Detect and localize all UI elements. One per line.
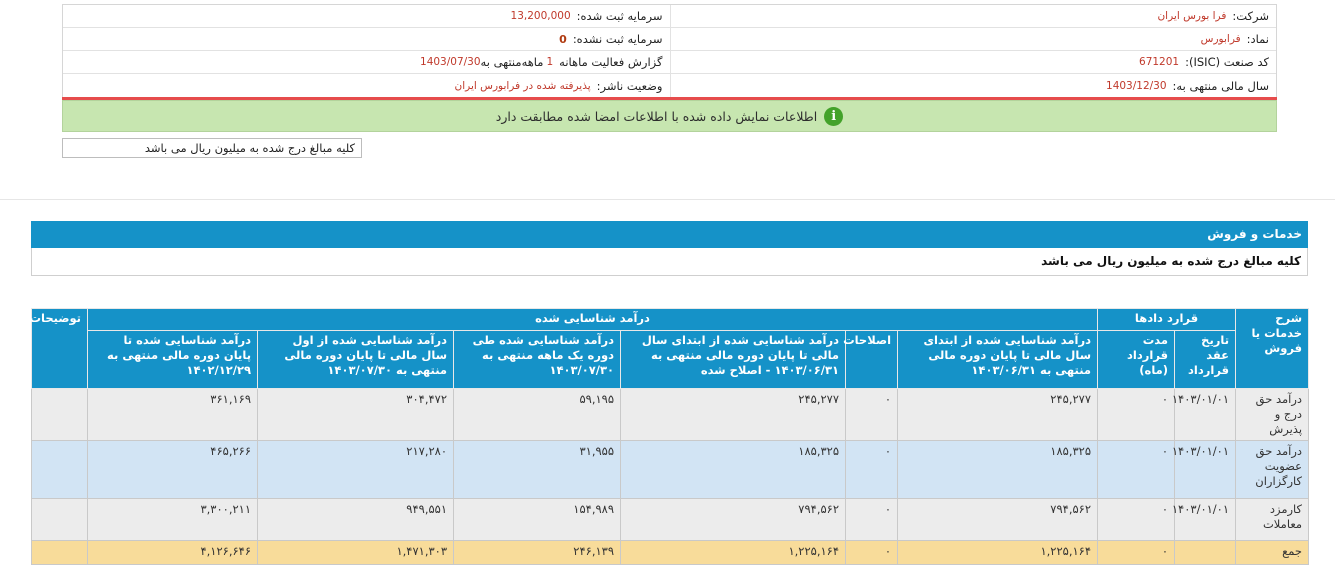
services-sales-table: شرح خدمات یا فروش قرارد دادها درآمد شناس… (30, 308, 1310, 565)
fiscal-year-cell: سال مالی منتهی به: 1403/12/30 (669, 74, 1277, 97)
cell-income-corrected: ۷۹۴,۵۶۲ (620, 498, 847, 541)
header-income-prev-year: درآمد شناسایی شده تا پایان دوره مالی منت… (86, 330, 259, 389)
cell-total-corrections: ۰ (845, 540, 899, 565)
report-cell: گزارش فعالیت ماهانه 1 ماهه منتهی به 1403… (63, 51, 670, 73)
cell-notes (31, 388, 88, 441)
registered-capital-cell: سرمایه ثبت شده: 13,200,000 (63, 5, 670, 27)
units-note-box: کلیه مبالغ درج شده به میلیون ریال می باش… (62, 138, 362, 158)
cell-service: درآمد حق درج و پذیرش (1235, 388, 1310, 441)
report-months: 1 (546, 56, 554, 68)
isic-value: 671201 (1139, 56, 1180, 68)
header-income-one-month: درآمد شناسایی شده طی دوره یک ماهه منتهی … (453, 330, 622, 389)
company-label: شرکت: (1232, 9, 1269, 23)
table-row: درآمد حق درج و پذیرش ۱۴۰۳/۰۱/۰۱ ۰ ۲۴۵,۲۷… (31, 388, 1310, 441)
report-label: گزارش فعالیت ماهانه (559, 55, 663, 69)
section-title: خدمات و فروش (31, 221, 1308, 248)
symbol-value[interactable]: فرابورس (1200, 33, 1241, 45)
cell-total-income-ytd: ۱,۴۷۱,۳۰۳ (257, 540, 455, 565)
report-ending: منتهی به (480, 55, 522, 69)
header-corrections: اصلاحات (843, 330, 899, 389)
fiscal-year-value: 1403/12/30 (1106, 79, 1167, 92)
cell-income-corrected: ۱۸۵,۳۲۵ (620, 440, 847, 499)
cell-income-to-0631: ۱۸۵,۳۲۵ (897, 440, 1099, 499)
cell-income-ytd: ۹۴۹,۵۵۱ (257, 498, 455, 541)
verification-notice-text: اطلاعات نمایش داده شده با اطلاعات امضا ش… (495, 108, 818, 124)
unregistered-capital-value: 0 (559, 32, 567, 46)
info-icon: i (824, 106, 844, 126)
cell-contract-date: ۱۴۰۳/۰۱/۰۱ (1172, 388, 1237, 441)
cell-contract-date: ۱۴۰۳/۰۱/۰۱ (1172, 440, 1237, 499)
cell-service: کارمزد معاملات (1235, 498, 1310, 541)
cell-total-contract-date (1174, 540, 1237, 565)
cell-total-income-corrected: ۱,۲۲۵,۱۶۴ (620, 540, 847, 565)
header-income-corrected: درآمد شناسایی شده از ابتدای سال مالی تا … (620, 330, 847, 389)
cell-income-ytd: ۳۰۴,۴۷۲ (257, 388, 455, 441)
report-mid: ماهه (521, 55, 544, 69)
report-date: 1403/07/30 (420, 56, 481, 68)
section-units-note: کلیه مبالغ درج شده به میلیون ریال می باش… (31, 248, 1308, 276)
header-contract-duration: مدت قرارداد (ماه) (1097, 330, 1176, 389)
cell-duration: ۰ (1097, 498, 1176, 541)
table-row: کارمزد معاملات ۱۴۰۳/۰۱/۰۱ ۰ ۷۹۴,۵۶۲ ۰ ۷۹… (31, 498, 1310, 541)
table-row: درآمد حق عضویت کارگزاران ۱۴۰۳/۰۱/۰۱ ۰ ۱۸… (31, 440, 1310, 499)
cell-income-prev-year: ۳۶۱,۱۶۹ (86, 388, 259, 441)
info-row-2: سرمایه ثبت نشده: 0 نماد: فرابورس (63, 28, 1276, 51)
info-row-4: وضعیت ناشر: پذیرفته شده در فرابورس ایران… (63, 74, 1276, 97)
cell-income-prev-year: ۳,۳۰۰,۲۱۱ (86, 498, 259, 541)
cell-corrections: ۰ (845, 440, 899, 499)
cell-total-notes (31, 540, 88, 565)
cell-total-income-to-0631: ۱,۲۲۵,۱۶۴ (897, 540, 1099, 565)
cell-service: درآمد حق عضویت کارگزاران (1235, 440, 1310, 499)
company-value[interactable]: فرا بورس ایران (1157, 10, 1227, 22)
fiscal-year-label: سال مالی منتهی به: (1172, 78, 1269, 93)
header-contracts: قرارد دادها (1097, 308, 1237, 331)
cell-duration: ۰ (1097, 388, 1176, 441)
isic-cell: کد صنعت (ISIC): 671201 (669, 51, 1277, 73)
table-header-row-2: تاریخ عقد قرارداد مدت قرارداد (ماه) درآم… (32, 330, 1309, 389)
cell-duration: ۰ (1097, 440, 1176, 499)
cell-income-one-month: ۳۱,۹۵۵ (453, 440, 622, 499)
cell-income-to-0631: ۷۹۴,۵۶۲ (897, 498, 1099, 541)
cell-corrections: ۰ (845, 498, 899, 541)
header-recognized-income: درآمد شناسایی شده (86, 308, 1099, 331)
page-divider (0, 199, 1335, 200)
registered-capital-label: سرمایه ثبت شده: (576, 9, 663, 23)
cell-income-one-month: ۱۵۴,۹۸۹ (453, 498, 622, 541)
table-header-row-1: شرح خدمات یا فروش قرارد دادها درآمد شناس… (30, 308, 1310, 389)
company-cell: شرکت: فرا بورس ایران (669, 5, 1277, 27)
cell-contract-date: ۱۴۰۳/۰۱/۰۱ (1172, 498, 1237, 541)
cell-total-income-prev-year: ۴,۱۲۶,۶۴۶ (86, 540, 259, 565)
registered-capital-value: 13,200,000 (510, 10, 571, 22)
publisher-status-label: وضعیت ناشر: (596, 78, 663, 93)
cell-total-duration: ۰ (1097, 540, 1176, 565)
verification-notice: i اطلاعات نمایش داده شده با اطلاعات امضا… (62, 100, 1277, 132)
publisher-status-cell: وضعیت ناشر: پذیرفته شده در فرابورس ایران (63, 74, 670, 97)
header-income-to-0631: درآمد شناسایی شده از ابتدای سال مالی تا … (897, 330, 1099, 389)
cell-total-label: جمع (1235, 540, 1310, 565)
cell-notes (31, 498, 88, 541)
header-notes: توضیحات (30, 308, 88, 389)
cell-notes (31, 440, 88, 499)
cell-corrections: ۰ (845, 388, 899, 441)
table-total-row: جمع ۰ ۱,۲۲۵,۱۶۴ ۰ ۱,۲۲۵,۱۶۴ ۲۴۶,۱۳۹ ۱,۴۷… (31, 540, 1310, 565)
separator-line (62, 97, 1277, 100)
isic-label: کد صنعت (ISIC): (1185, 55, 1269, 69)
header-income-ytd: درآمد شناسایی شده از اول سال مالی تا پای… (257, 330, 455, 389)
cell-income-ytd: ۲۱۷,۲۸۰ (257, 440, 455, 499)
info-row-1: سرمایه ثبت شده: 13,200,000 شرکت: فرا بور… (63, 5, 1276, 28)
unregistered-capital-label: سرمایه ثبت نشده: (572, 32, 663, 46)
cell-income-one-month: ۵۹,۱۹۵ (453, 388, 622, 441)
cell-total-income-one-month: ۲۴۶,۱۳۹ (453, 540, 622, 565)
symbol-label: نماد: (1246, 32, 1269, 46)
header-contract-date: تاریخ عقد قرارداد (1174, 330, 1237, 389)
cell-income-prev-year: ۴۶۵,۲۶۶ (86, 440, 259, 499)
header-service-desc: شرح خدمات یا فروش (1235, 308, 1310, 389)
unregistered-capital-cell: سرمایه ثبت نشده: 0 (63, 28, 670, 50)
cell-income-to-0631: ۲۴۵,۲۷۷ (897, 388, 1099, 441)
info-row-3: گزارش فعالیت ماهانه 1 ماهه منتهی به 1403… (63, 51, 1276, 74)
publisher-status-value: پذیرفته شده در فرابورس ایران (454, 79, 591, 92)
cell-income-corrected: ۲۴۵,۲۷۷ (620, 388, 847, 441)
company-info-panel: سرمایه ثبت شده: 13,200,000 شرکت: فرا بور… (62, 4, 1277, 98)
symbol-cell: نماد: فرابورس (669, 28, 1277, 50)
